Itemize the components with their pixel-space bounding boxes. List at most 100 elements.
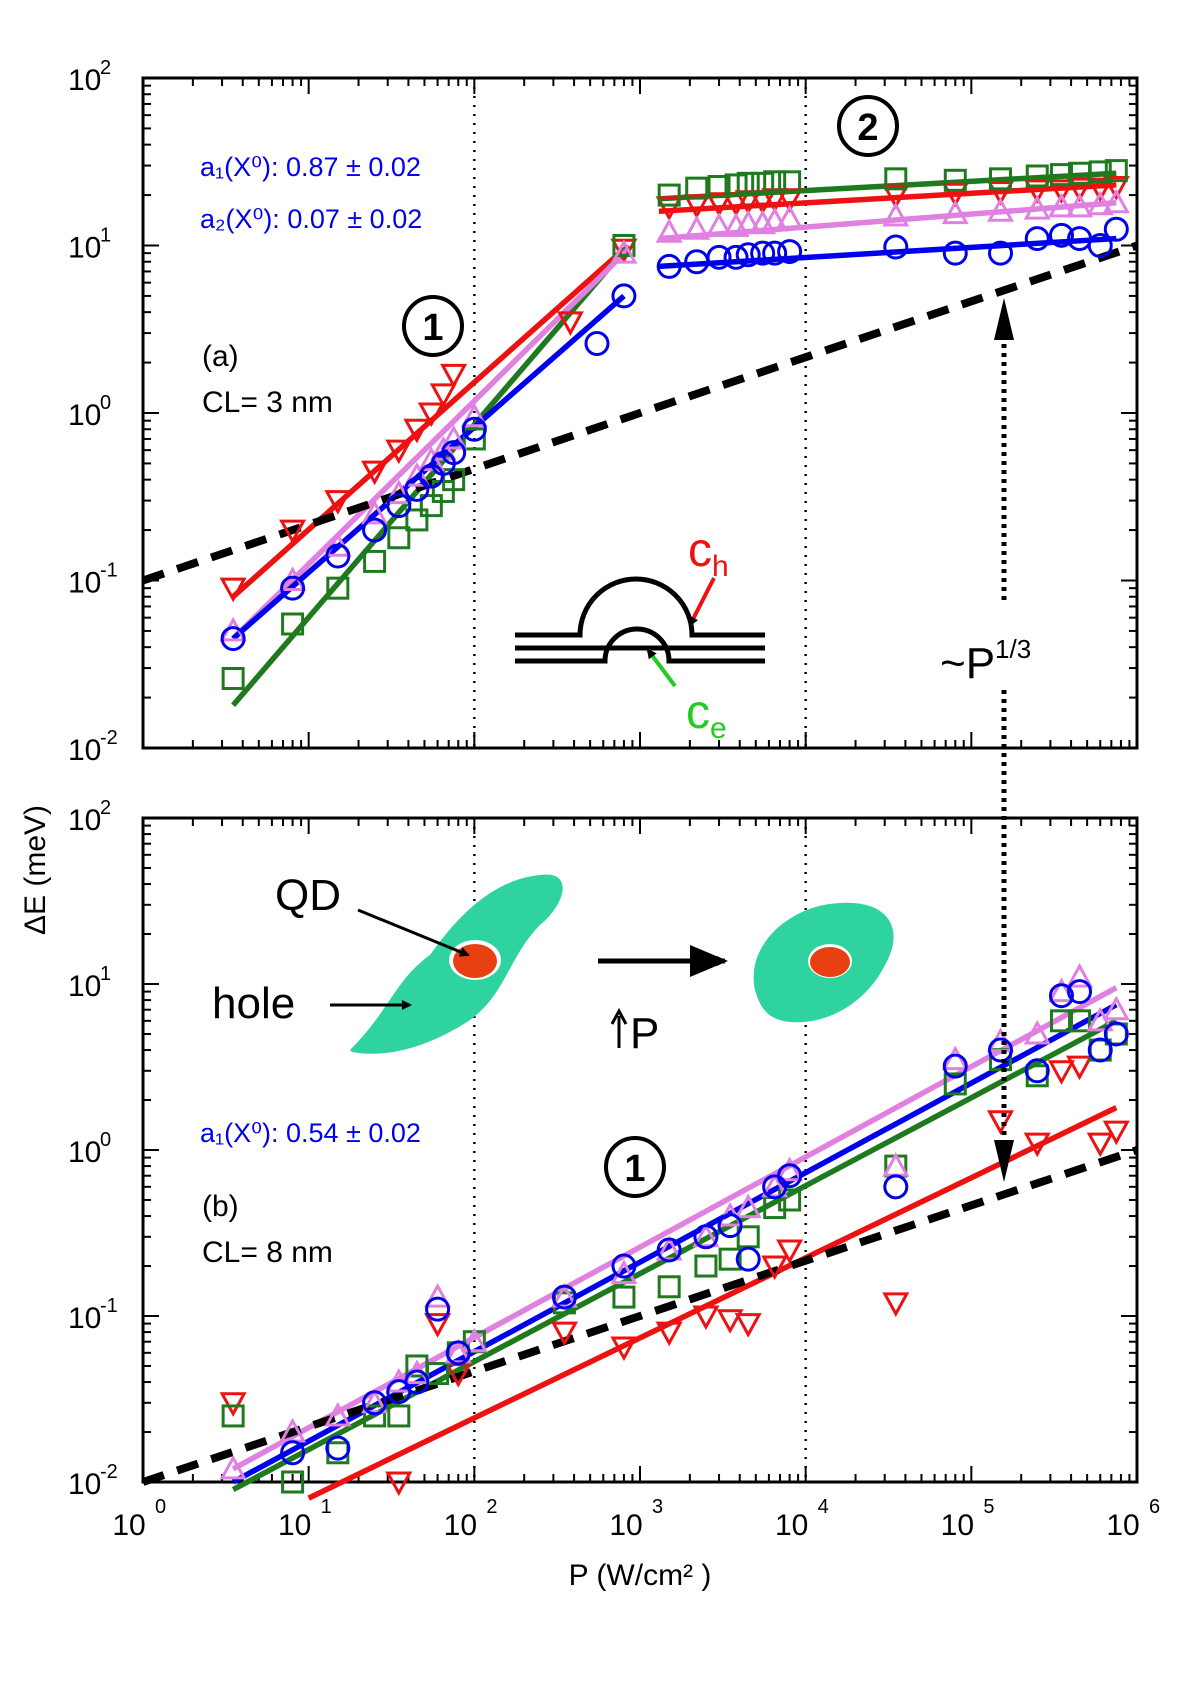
data-point-violet [1102, 188, 1130, 214]
gridlines [473, 78, 807, 1482]
data-point-blue [404, 1369, 430, 1395]
qd-pointer [357, 908, 470, 957]
x-tick-label: 10 [775, 1509, 808, 1542]
data-point-green [1088, 160, 1112, 184]
y-tick-label-exponent: 0 [100, 392, 111, 414]
data-point-red [610, 1336, 638, 1362]
data-point-violet [1102, 995, 1130, 1021]
data-point-green [281, 1470, 305, 1494]
y-tick-label-exponent: 2 [100, 797, 111, 819]
data-point-violet [734, 1193, 762, 1219]
data-point-red [1066, 177, 1094, 203]
data-point-violet [361, 499, 389, 525]
data-point-green [718, 1247, 742, 1271]
data-point-red [1066, 1055, 1094, 1081]
data-point-violet [655, 1235, 683, 1261]
data-point-blue [988, 1037, 1014, 1063]
fit-line-power-law [141, 1146, 1139, 1486]
data-point-green [419, 494, 443, 518]
ch-label: ch [688, 524, 729, 583]
data-point-green [778, 1188, 802, 1212]
data-point-violet [941, 199, 969, 225]
data-point-blue [750, 240, 776, 266]
data-point-red [550, 1321, 579, 1347]
panel-b-label: (b) [202, 1190, 239, 1223]
x-tick-label-exponent: 2 [486, 1496, 497, 1518]
x-tick-label-exponent: 1 [321, 1496, 332, 1518]
data-point-green [989, 167, 1013, 191]
data-point-blue [1087, 1037, 1113, 1063]
panel-a-fit2: a₂(X⁰): 0.07 ± 0.02 [200, 204, 422, 234]
data-point-blue [386, 493, 412, 519]
panel-b-fit1: a₁(X⁰): 0.54 ± 0.02 [200, 1118, 421, 1148]
data-point-violet [1066, 963, 1094, 988]
scaling-arrowhead-up [994, 298, 1014, 340]
data-point-green [363, 1404, 387, 1428]
data-point-blue [656, 1237, 682, 1263]
core-shell-schematic [515, 576, 765, 664]
y-tick-label: 10 [68, 970, 101, 1003]
data-point-violet [385, 479, 413, 505]
data-point-green [763, 170, 787, 194]
data-point-blue [656, 253, 682, 279]
y-tick-label-exponent: -2 [100, 727, 118, 749]
data-point-blue [362, 1390, 388, 1416]
axis-ticks [142, 78, 1137, 1483]
data-point-red [734, 1313, 762, 1338]
data-point-green [281, 612, 305, 636]
data-point-blue [1067, 979, 1093, 1005]
data-point-blue [777, 239, 803, 265]
data-point-red [417, 402, 445, 428]
data-point-blue [325, 1435, 351, 1461]
data-point-green [221, 666, 245, 690]
data-point-violet [692, 1222, 720, 1248]
data-point-violet [1023, 194, 1051, 220]
data-point-green [1049, 163, 1073, 187]
data-point-violet [361, 1388, 389, 1414]
data-point-blue [280, 1440, 306, 1466]
data-point-violet [1047, 977, 1076, 1003]
data-point-red [1047, 1060, 1076, 1085]
data-point-red [761, 1255, 789, 1281]
y-tick-label: 10 [68, 1302, 101, 1335]
x-tick-label-exponent: 3 [652, 1496, 663, 1518]
region-1-badge-b [604, 1136, 666, 1198]
data-point-red [655, 196, 683, 222]
y-tick-label: 10 [68, 399, 101, 432]
data-point-red [734, 190, 762, 215]
data-point-green [943, 168, 967, 192]
data-point-green [1049, 1009, 1073, 1033]
data-point-blue [220, 626, 246, 652]
data-point-violet [610, 1259, 638, 1285]
data-point-green [778, 170, 802, 194]
y-tick-label: 10 [68, 804, 101, 837]
data-point-red [1047, 179, 1076, 204]
data-point-violet [882, 1151, 910, 1177]
data-point-red [361, 460, 389, 486]
data-point-blue [942, 240, 968, 266]
fit-line-violet [231, 985, 1118, 1472]
y-tick-label-exponent: 2 [100, 57, 111, 79]
up-arrow-icon [610, 1007, 628, 1048]
region-1-badge-a [402, 295, 464, 357]
data-point-red [424, 1313, 452, 1338]
data-point-red [683, 194, 711, 219]
data-point-green [221, 1404, 245, 1428]
data-point-red [941, 182, 969, 208]
data-point-green [405, 508, 429, 532]
data-point-violet [761, 1172, 789, 1198]
data-point-blue [362, 517, 388, 543]
data-point-blue [1048, 983, 1074, 1009]
data-point-green [943, 1072, 967, 1096]
data-point-blue [735, 1246, 761, 1272]
data-point-red [749, 190, 777, 215]
region-2-badge-a [837, 95, 899, 157]
data-point-blue [611, 1253, 637, 1279]
data-point-blue [723, 244, 749, 270]
data-point-blue [735, 242, 761, 268]
y-tick-label-exponent: 0 [100, 1129, 111, 1151]
data-point-green [612, 1285, 636, 1309]
data-point-red [776, 1239, 804, 1265]
data-point-red [403, 418, 431, 444]
